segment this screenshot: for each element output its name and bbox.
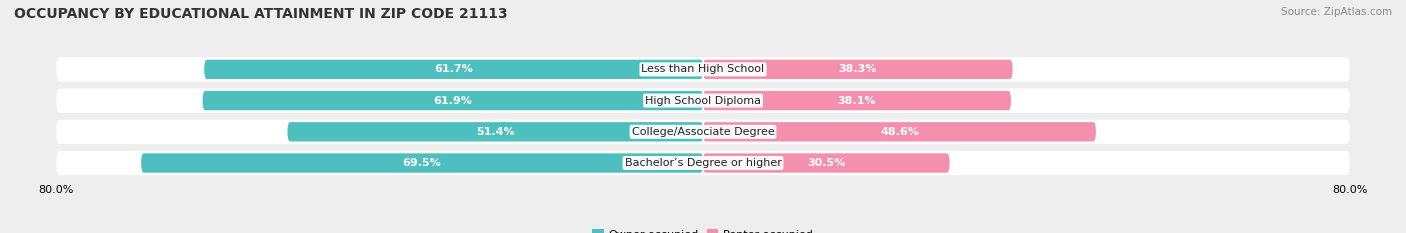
FancyBboxPatch shape: [703, 91, 1011, 110]
FancyBboxPatch shape: [204, 60, 703, 79]
Text: 30.5%: 30.5%: [807, 158, 845, 168]
Text: 51.4%: 51.4%: [475, 127, 515, 137]
Text: Bachelor’s Degree or higher: Bachelor’s Degree or higher: [624, 158, 782, 168]
FancyBboxPatch shape: [703, 60, 1012, 79]
Text: College/Associate Degree: College/Associate Degree: [631, 127, 775, 137]
Legend: Owner-occupied, Renter-occupied: Owner-occupied, Renter-occupied: [588, 225, 818, 233]
Text: High School Diploma: High School Diploma: [645, 96, 761, 106]
Text: 69.5%: 69.5%: [402, 158, 441, 168]
FancyBboxPatch shape: [141, 153, 703, 173]
FancyBboxPatch shape: [56, 120, 1350, 144]
FancyBboxPatch shape: [703, 153, 949, 173]
Text: Source: ZipAtlas.com: Source: ZipAtlas.com: [1281, 7, 1392, 17]
Text: 38.3%: 38.3%: [838, 64, 877, 74]
Text: 38.1%: 38.1%: [838, 96, 876, 106]
Text: OCCUPANCY BY EDUCATIONAL ATTAINMENT IN ZIP CODE 21113: OCCUPANCY BY EDUCATIONAL ATTAINMENT IN Z…: [14, 7, 508, 21]
FancyBboxPatch shape: [56, 151, 1350, 175]
FancyBboxPatch shape: [703, 122, 1095, 141]
FancyBboxPatch shape: [287, 122, 703, 141]
Text: 61.9%: 61.9%: [433, 96, 472, 106]
Text: 61.7%: 61.7%: [434, 64, 472, 74]
FancyBboxPatch shape: [202, 91, 703, 110]
Text: Less than High School: Less than High School: [641, 64, 765, 74]
FancyBboxPatch shape: [56, 57, 1350, 82]
FancyBboxPatch shape: [56, 88, 1350, 113]
Text: 48.6%: 48.6%: [880, 127, 920, 137]
